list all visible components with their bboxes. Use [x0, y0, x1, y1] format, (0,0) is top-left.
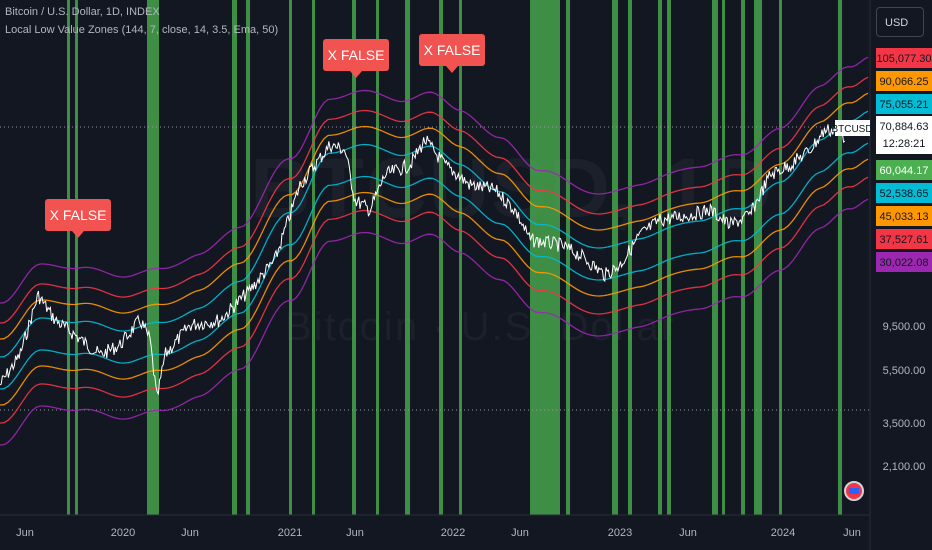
low-value-zone — [667, 0, 671, 515]
last-price-tag — [876, 116, 932, 154]
band-level-tag — [876, 183, 932, 203]
indicator-legend[interactable]: Local Low Value Zones (144, 7, close, 14… — [5, 24, 278, 36]
symbol-tag-text: BTCUSD — [831, 124, 872, 135]
indicator-title: Local Low Value Zones (144, 7, close, 14… — [5, 24, 279, 36]
false-signal-label — [323, 39, 389, 71]
low-value-zone — [352, 0, 356, 515]
time-tick-label: Jun — [511, 527, 529, 539]
last-price-value: 70,884.63 — [880, 121, 929, 133]
band-level-text: 30,022.08 — [880, 257, 929, 269]
price-scale — [870, 0, 932, 550]
time-tick-label: 2021 — [278, 527, 302, 539]
time-tick-label: 2023 — [608, 527, 632, 539]
low-value-zone — [658, 0, 662, 515]
low-value-zone — [439, 0, 443, 515]
low-value-zone — [754, 0, 762, 515]
low-value-zone — [712, 0, 718, 515]
band-line — [0, 176, 869, 424]
band-line — [0, 158, 869, 406]
band-line — [0, 76, 869, 324]
time-tick-label: Jun — [679, 527, 697, 539]
symbol-title: Bitcoin / U.S. Dollar, 1D, INDEX — [5, 6, 160, 18]
false-signal-label — [419, 34, 485, 66]
band-line — [0, 92, 869, 340]
low-value-zone — [459, 0, 462, 515]
false-signal-text: X FALSE — [328, 47, 385, 63]
time-tick-label: Jun — [843, 527, 861, 539]
low-value-zone — [612, 0, 618, 515]
low-value-zone — [376, 0, 379, 515]
symbol-tag — [835, 120, 870, 136]
band-level-text: 90,066.25 — [880, 76, 929, 88]
price-tick-label: 9,500.00 — [883, 321, 926, 333]
symbol-watermark: BTCUSD, 1D — [250, 141, 775, 235]
price-tick-label: 2,100.00 — [883, 461, 926, 473]
label-pointer — [72, 231, 84, 238]
band-level-text: 37,527.61 — [880, 234, 929, 246]
low-value-zone — [779, 0, 782, 515]
band-line — [0, 56, 869, 304]
band-line — [0, 198, 869, 446]
symbol-legend[interactable]: Bitcoin / U.S. Dollar, 1D, INDEX — [5, 6, 160, 18]
band-level-text: 75,055.21 — [880, 99, 929, 111]
low-value-zone — [530, 0, 560, 515]
low-value-zone — [289, 0, 292, 515]
false-signal-text: X FALSE — [50, 207, 107, 223]
low-value-zone — [838, 0, 842, 515]
band-level-tag — [876, 252, 932, 272]
false-signal-label — [45, 199, 111, 231]
label-pointer — [446, 66, 458, 73]
band-level-tag — [876, 71, 932, 91]
us-flag-icon[interactable] — [844, 481, 864, 501]
price-series — [0, 123, 846, 396]
label-pointer — [350, 71, 362, 78]
low-value-zone — [628, 0, 632, 515]
time-tick-label: 2024 — [771, 527, 795, 539]
currency-button[interactable]: USD — [876, 7, 924, 37]
countdown-timer: 12:28:21 — [883, 138, 926, 150]
price-tick-label: 5,500.00 — [883, 365, 926, 377]
time-tick-label: Jun — [346, 527, 364, 539]
low-value-zone — [741, 0, 745, 515]
low-value-zone — [566, 0, 570, 515]
band-level-tag — [876, 206, 932, 226]
low-value-zone — [232, 0, 237, 515]
time-tick-label: 2022 — [441, 527, 465, 539]
low-value-zone — [147, 0, 159, 515]
band-level-tag — [876, 160, 932, 180]
band-level-tag — [876, 48, 932, 68]
low-value-zone — [405, 0, 410, 515]
false-signal-text: X FALSE — [424, 42, 481, 58]
band-level-text: 60,044.17 — [880, 165, 929, 177]
band-level-text: 105,077.30 — [876, 53, 931, 65]
low-value-zone — [75, 0, 78, 515]
band-level-text: 52,538.65 — [880, 188, 929, 200]
time-tick-label: Jun — [181, 527, 199, 539]
low-value-zone — [312, 0, 315, 515]
time-tick-label: Jun — [16, 527, 34, 539]
band-level-tag — [876, 94, 932, 114]
band-line — [0, 142, 869, 390]
time-tick-label: 2020 — [111, 527, 135, 539]
band-lines — [0, 56, 869, 446]
low-value-zone — [722, 0, 725, 515]
low-value-zone — [67, 0, 70, 515]
band-level-tag — [876, 229, 932, 249]
band-level-text: 45,033.13 — [880, 211, 929, 223]
price-tick-label: 3,500.00 — [883, 418, 926, 430]
